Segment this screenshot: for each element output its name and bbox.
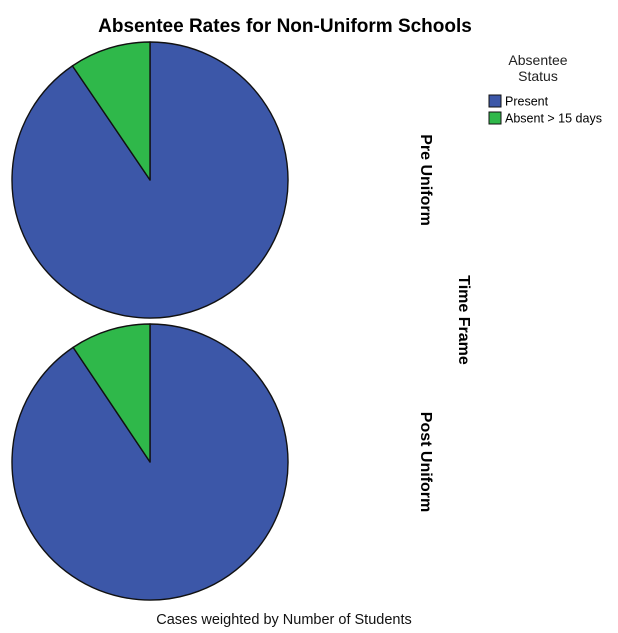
pie-slice-pre-absent-15-days [71,41,151,181]
legend-swatch [488,111,502,125]
legend-label: Absent > 15 days [505,112,602,126]
legend-title-line1: Absentee [508,52,567,68]
chart-title: Absentee Rates for Non-Uniform Schools [98,16,472,37]
panel-label-post-uniform: Post Uniform [417,412,434,512]
pie-panels [11,41,289,601]
legend-swatch [488,94,502,108]
footnote: Cases weighted by Number of Students [156,612,412,628]
legend-items: Present Absent > 15 days [488,94,602,126]
facet-axis-label: Time Frame [455,275,472,365]
legend: Absentee Status Present Absent > 15 days [488,52,602,126]
legend-label: Present [505,95,549,109]
legend-title-line2: Status [518,68,558,84]
pie-slice-post-absent-15-days [72,323,151,463]
panel-label-pre-uniform: Pre Uniform [417,134,434,226]
